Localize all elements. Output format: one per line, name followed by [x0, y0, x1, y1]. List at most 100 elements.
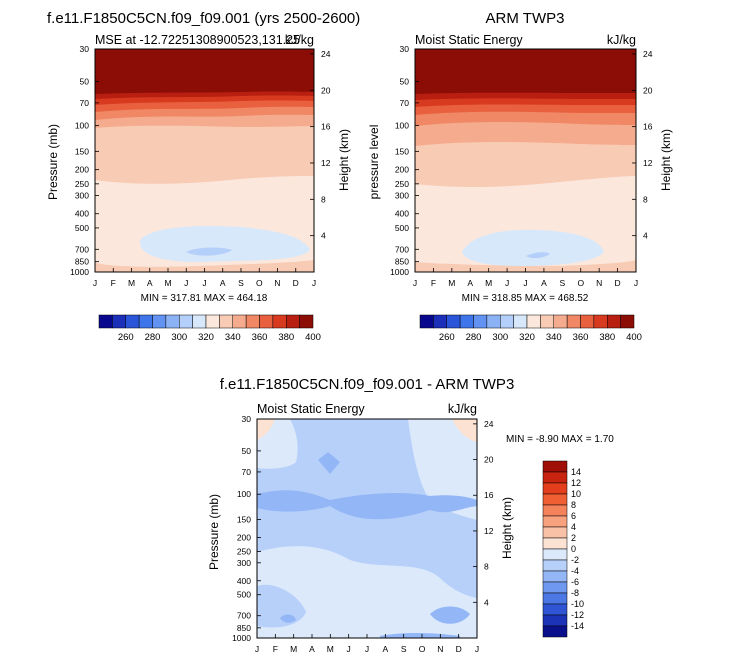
- colorbar-swatch: [542, 537, 568, 550]
- colorbar-swatch: [232, 314, 247, 329]
- x-tick-label: A: [220, 278, 226, 288]
- x-tick-label: J: [312, 278, 316, 288]
- y2-tick-label: 20: [484, 455, 494, 465]
- colorbar-label: 8: [571, 500, 576, 510]
- y-tick-label: 50: [242, 446, 252, 456]
- y2-tick-label: 24: [643, 49, 653, 59]
- x-tick-label: S: [401, 644, 407, 654]
- y-tick-label: 70: [242, 467, 252, 477]
- p3-ylabel-right: Height (km): [500, 497, 514, 559]
- p1-low-core: [186, 247, 232, 256]
- colorbar-swatch: [286, 314, 300, 329]
- x-tick-label: J: [365, 644, 369, 654]
- p1-low-region: [139, 226, 310, 262]
- y-tick-label: 50: [400, 76, 410, 86]
- x-tick-label: M: [448, 278, 455, 288]
- panel-2-subtitle: Moist Static Energy: [415, 33, 523, 47]
- y-tick-label: 300: [237, 558, 251, 568]
- x-tick-label: D: [615, 278, 621, 288]
- y-tick-label: 500: [75, 223, 89, 233]
- y-tick-label: 500: [237, 590, 251, 600]
- colorbar-1: 260 280 300 320 340 360 380 400: [98, 314, 321, 343]
- colorbar-label: 360: [252, 332, 268, 343]
- x-tick-label: O: [577, 278, 584, 288]
- y-tick-label: 300: [395, 190, 409, 200]
- colorbar-label: -14: [571, 621, 584, 631]
- colorbar-swatch: [553, 314, 568, 329]
- p3-upper-left-positive: [257, 419, 275, 440]
- colorbar-swatch: [542, 482, 568, 495]
- colorbar-swatch: [272, 314, 287, 329]
- colorbar-swatch: [566, 314, 581, 329]
- colorbar-swatch: [419, 314, 434, 329]
- p1-band-395: [95, 49, 314, 94]
- x-tick-label: A: [382, 644, 388, 654]
- p3-upper-right-light: [408, 419, 477, 520]
- x-tick-label: M: [327, 644, 334, 654]
- x-tick-label: F: [431, 278, 436, 288]
- y-tick-label: 700: [237, 611, 251, 621]
- colorbar-label: 10: [571, 489, 581, 499]
- colorbar-label: 12: [571, 478, 581, 488]
- x-tick-label: S: [559, 278, 565, 288]
- colorbar-swatch: [526, 314, 541, 329]
- colorbar-swatch: [299, 314, 314, 329]
- x-tick-label: M: [164, 278, 171, 288]
- colorbar-swatch: [620, 314, 635, 329]
- x-tick-label: J: [634, 278, 638, 288]
- y2-tick-label: 4: [321, 231, 326, 241]
- y-tick-label: 1000: [390, 267, 409, 277]
- colorbar-swatch: [152, 314, 167, 329]
- colorbar-label: 320: [519, 332, 535, 343]
- x-tick-label: J: [505, 278, 509, 288]
- y2-tick-label: 16: [321, 122, 331, 132]
- p3-ylabel: Pressure (mb): [207, 494, 221, 570]
- x-tick-label: M: [290, 644, 297, 654]
- panel-1-field: [95, 49, 314, 272]
- panel-difference: f.e11.F1850C5CN.f09_f09.001 - ARM TWP3 M…: [207, 376, 614, 654]
- colorbar-swatch: [580, 314, 595, 329]
- x-tick-label: A: [467, 278, 473, 288]
- y-tick-label: 300: [75, 190, 89, 200]
- panel-3-subtitle: Moist Static Energy: [257, 402, 365, 416]
- colorbar-label: 14: [571, 467, 581, 477]
- y-tick-label: 30: [80, 44, 90, 54]
- x-tick-label: J: [184, 278, 188, 288]
- y-tick-label: 150: [75, 146, 89, 156]
- y-tick-label: 200: [237, 532, 251, 542]
- colorbar-label: 340: [546, 332, 562, 343]
- colorbar-label: -8: [571, 588, 579, 598]
- y-tick-label: 400: [237, 576, 251, 586]
- p3-lower-light: [257, 546, 477, 638]
- p1-stats: MIN = 317.81 MAX = 464.18: [141, 293, 268, 304]
- colorbar-swatch: [542, 504, 568, 517]
- colorbar-swatch: [165, 314, 180, 329]
- colorbar-swatch: [179, 314, 193, 329]
- colorbar-swatch: [433, 314, 447, 329]
- colorbar-swatch: [542, 493, 568, 506]
- colorbar-swatch: [513, 314, 528, 329]
- panel-3-field: [257, 419, 477, 638]
- colorbar-swatch: [192, 314, 207, 329]
- y2-tick-label: 12: [643, 158, 653, 168]
- colorbar-swatch: [245, 314, 260, 329]
- colorbar-label: -2: [571, 555, 579, 565]
- colorbar-swatch: [542, 581, 568, 594]
- colorbar-swatch: [607, 314, 621, 329]
- y-tick-label: 50: [80, 76, 90, 86]
- p3-upper-dark-band: [257, 490, 477, 520]
- x-tick-label: J: [93, 278, 97, 288]
- y2-tick-label: 20: [643, 85, 653, 95]
- p3-upper-cell: [318, 452, 340, 474]
- x-tick-label: N: [437, 644, 443, 654]
- x-tick-label: M: [128, 278, 135, 288]
- colorbar-swatch: [459, 314, 474, 329]
- p2-low-region: [462, 229, 604, 266]
- x-tick-label: S: [238, 278, 244, 288]
- colorbar-swatch: [542, 559, 568, 572]
- y2-tick-label: 4: [643, 231, 648, 241]
- y2-tick-label: 24: [321, 49, 331, 59]
